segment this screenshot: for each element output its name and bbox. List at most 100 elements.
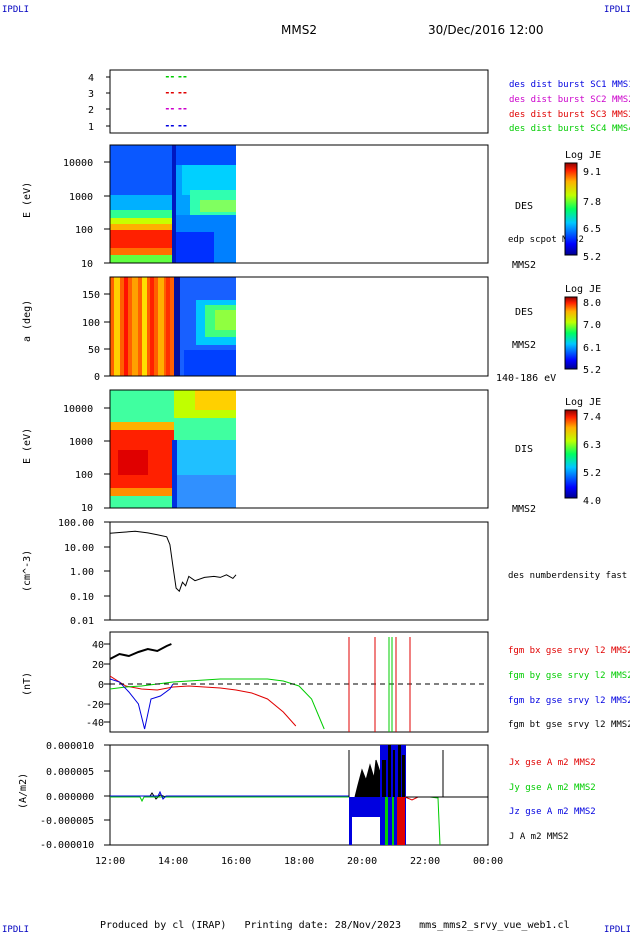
availability-legend-sc3: des dist burst SC3 MMS3 (509, 110, 630, 120)
corner-label-bottom-left: IPDLI (2, 925, 29, 934)
availability-mark-sc2-1 (178, 108, 182, 110)
availability-mark-sc4-0 (165, 76, 169, 78)
dis-energy-ytick-10: 10 (81, 503, 93, 514)
des-pitch-cbar-tick-min: 5.2 (583, 365, 601, 376)
availability-mark-sc1-1 (178, 125, 182, 127)
dis-energy-colorbar (564, 409, 578, 499)
x-tick-1400: 14:00 (158, 856, 188, 867)
bfield-legend-bz: fgm bz gse srvy l2 MMS2 (508, 696, 630, 706)
magnetic-field-panel: 40 20 0 -20 -40 (nT) fgm bx gse srvy l2 … (22, 631, 630, 733)
des-pitch-side-label: MMS2 (512, 340, 536, 351)
x-tick-1200: 12:00 (95, 856, 125, 867)
availability-mark-sc2-1b (183, 108, 187, 110)
corner-label-top-right: IPDLI (604, 5, 630, 15)
des-pitch-colorbar-title: Log JE (565, 284, 601, 295)
availability-ytick-3: 3 (88, 89, 94, 100)
bfield-spikes (348, 637, 411, 732)
des-energy-cbar-tick-min: 5.2 (583, 252, 601, 263)
dis-energy-bottom-label: MMS2 (512, 504, 536, 515)
availability-legend-sc1: des dist burst SC1 MMS1 (509, 80, 630, 90)
bfield-legend-bt: fgm bt gse srvy l2 MMS2 (508, 720, 630, 730)
bfield-ytick-0: 0 (98, 680, 104, 691)
dis-energy-ylabel: E (eV) (22, 428, 33, 464)
x-tick-1600: 16:00 (221, 856, 251, 867)
current-density-panel: 0.000010 0.000005 0.000000 -0.000005 -0.… (18, 741, 596, 851)
des-energy-panel: 10000 1000 100 10 E (eV) DES edp scpot M… (22, 144, 601, 271)
bfield-ytick-minus20: -20 (86, 700, 104, 711)
availability-mark-sc3-0b (170, 92, 174, 94)
availability-mark-sc4-1 (178, 76, 182, 78)
density-ytick-0.1: 0.10 (70, 592, 94, 603)
density-legend: des numberdensity fast M (508, 571, 630, 581)
availability-mark-sc1-1b (183, 125, 187, 127)
des-energy-frame (109, 144, 489, 264)
des-pitch-colorbar (564, 296, 578, 370)
des-energy-ytick-100: 100 (75, 225, 93, 236)
availability-mark-sc2-0b (170, 108, 174, 110)
current-ytick-0.00001: 0.000010 (46, 741, 94, 752)
time-axis: 12:00 14:00 16:00 18:00 20:00 22:00 00:0… (95, 856, 503, 867)
dis-energy-cbar-tick-min: 4.0 (583, 496, 601, 507)
dis-energy-cbar-tick-max: 7.4 (583, 412, 601, 423)
current-frame (109, 744, 489, 846)
availability-ytick-4: 4 (88, 73, 94, 84)
des-energy-spectrogram (110, 145, 236, 263)
current-legend-j: J A m2 MMS2 (509, 832, 569, 842)
des-energy-ytick-10000: 10000 (63, 158, 93, 169)
des-pitch-cbar-tick-2: 7.0 (583, 320, 601, 331)
des-energy-cbar-tick-2: 7.8 (583, 197, 601, 208)
des-pitch-ytick-50: 50 (88, 345, 100, 356)
current-legend-jy: Jy gse A m2 MMS2 (509, 783, 596, 793)
des-energy-cbar-tick-max: 9.1 (583, 167, 601, 178)
dis-energy-frame (109, 389, 489, 509)
current-ytick-0.000005: 0.000005 (46, 767, 94, 778)
bfield-ytick-minus40: -40 (86, 718, 104, 729)
bfield-legend-bx: fgm bx gse srvy l2 MMS2 (508, 646, 630, 656)
des-pitch-panel: 150 100 50 0 a (deg) DES MMS2 140-186 eV… (22, 276, 601, 384)
dis-energy-ytick-100: 100 (75, 470, 93, 481)
current-ylabel: (A/m2) (18, 773, 29, 809)
availability-panel: 4 3 2 1 des dist burst SC1 MMS1 des dist… (88, 69, 630, 134)
x-tick-2200: 22:00 (410, 856, 440, 867)
dis-energy-ytick-10000: 10000 (63, 404, 93, 415)
availability-legend-sc2: des dist burst SC2 MMS2 (509, 95, 630, 105)
dis-energy-label: DIS (515, 444, 533, 455)
availability-legend-sc4: des dist burst SC4 MMS4 (509, 124, 630, 134)
corner-label-top-left: IPDLI (2, 5, 29, 15)
bfield-frame (109, 631, 489, 733)
dis-energy-cbar-tick-3: 5.2 (583, 468, 601, 479)
availability-ytick-1: 1 (88, 122, 94, 133)
dis-energy-colorbar-title: Log JE (565, 397, 601, 408)
des-pitch-ytick-100: 100 (82, 318, 100, 329)
availability-mark-sc2-0 (165, 108, 169, 110)
des-energy-side-label: edp scpot MMS2 (508, 235, 584, 245)
density-panel: 100.00 10.00 1.00 0.10 0.01 (cm^-3) des … (22, 518, 630, 627)
density-ytick-10: 10.00 (64, 543, 94, 554)
bfield-series-bt (110, 643, 172, 660)
footer-credits: Produced by cl (IRAP) Printing date: 28/… (100, 920, 570, 931)
availability-mark-sc1-0b (170, 125, 174, 127)
des-pitch-spectrogram (110, 277, 236, 376)
dis-energy-cbar-tick-2: 6.3 (583, 440, 601, 451)
corner-label-bottom-right: IPDLI (604, 925, 630, 934)
current-legend-jz: Jz gse A m2 MMS2 (509, 807, 596, 817)
availability-mark-sc3-1 (178, 92, 182, 94)
current-ytick-0: 0.000000 (46, 792, 94, 803)
current-traces (110, 745, 488, 845)
des-energy-label: DES (515, 201, 533, 212)
density-ytick-0.01: 0.01 (70, 616, 94, 627)
des-energy-colorbar-title: Log JE (565, 150, 601, 161)
des-pitch-ytick-150: 150 (82, 290, 100, 301)
des-energy-cbar-tick-3: 6.5 (583, 224, 601, 235)
des-energy-colorbar (564, 162, 578, 256)
x-tick-0000: 00:00 (473, 856, 503, 867)
des-pitch-cbar-tick-3: 6.1 (583, 343, 601, 354)
availability-mark-sc4-1b (183, 76, 187, 78)
x-tick-2000: 20:00 (347, 856, 377, 867)
des-pitch-cbar-tick-max: 8.0 (583, 298, 601, 309)
des-pitch-frame (109, 276, 489, 377)
availability-mark-sc3-1b (183, 92, 187, 94)
des-pitch-bottom-label: 140-186 eV (496, 373, 556, 384)
datetime-title: 30/Dec/2016 12:00 (428, 23, 544, 37)
density-series-line (109, 530, 237, 593)
